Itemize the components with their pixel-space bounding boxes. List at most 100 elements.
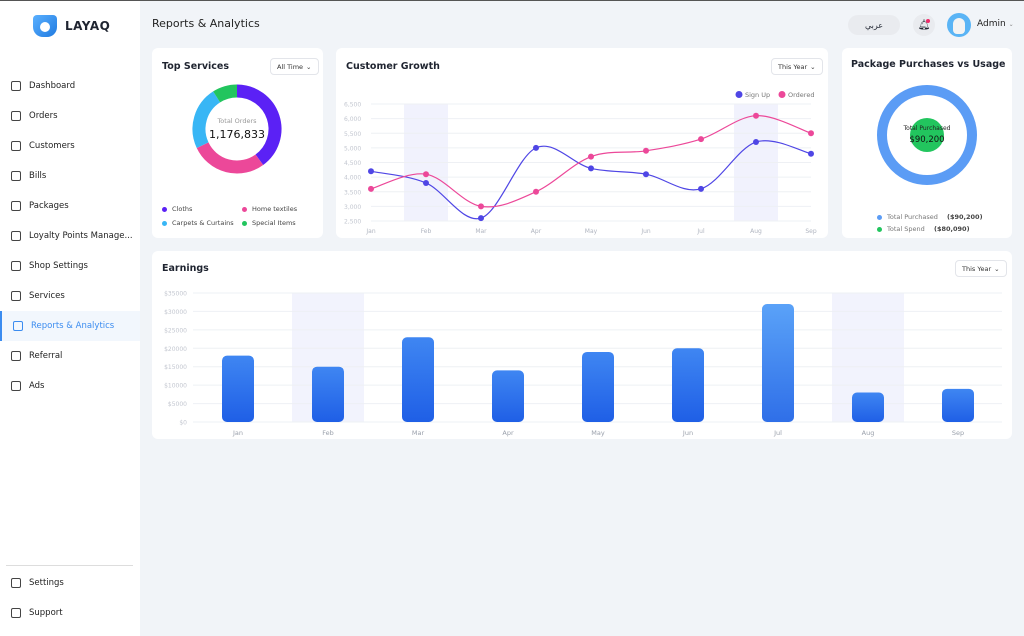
data-point[interactable] bbox=[368, 168, 374, 175]
sidebar-item-referral[interactable]: Referral bbox=[0, 341, 140, 371]
data-point[interactable] bbox=[753, 112, 759, 119]
x-tick-label: Apr bbox=[531, 228, 542, 235]
bar-aug[interactable] bbox=[852, 392, 884, 422]
data-point[interactable] bbox=[588, 153, 594, 160]
briefcase-icon bbox=[11, 291, 21, 301]
shop-icon bbox=[11, 261, 21, 271]
data-point[interactable] bbox=[533, 188, 539, 195]
earnings-filter[interactable]: This Year ⌄ bbox=[955, 260, 1007, 277]
filter-label: All Time bbox=[277, 62, 304, 71]
sidebar-item-customers[interactable]: Customers bbox=[0, 131, 140, 161]
top-services-card: Top Services All Time ⌄ Total Orders 1,17… bbox=[152, 48, 323, 238]
sidebar-item-settings[interactable]: Settings bbox=[6, 568, 133, 598]
card-title: Customer Growth bbox=[346, 61, 440, 72]
data-point[interactable] bbox=[808, 130, 814, 137]
sidebar-item-label: Packages bbox=[29, 201, 69, 211]
avatar[interactable] bbox=[947, 13, 971, 37]
language-toggle-button[interactable]: عربي bbox=[848, 15, 900, 35]
data-point[interactable] bbox=[533, 144, 539, 151]
card-title: Earnings bbox=[162, 263, 209, 274]
top-services-donut: Total Orders 1,176,833 bbox=[192, 84, 282, 174]
customer-growth-filter[interactable]: This Year ⌄ bbox=[771, 58, 823, 75]
logo[interactable]: LAYAQ bbox=[33, 15, 110, 37]
data-point[interactable] bbox=[478, 203, 484, 210]
sidebar-item-loyalty-points-manage[interactable]: Loyalty Points Manage... bbox=[0, 221, 140, 251]
brand-name: LAYAQ bbox=[65, 19, 111, 33]
legend-label: Cloths bbox=[172, 205, 193, 213]
bar-jun[interactable] bbox=[672, 348, 704, 422]
y-tick-label: $15000 bbox=[164, 364, 187, 371]
sidebar-item-dashboard[interactable]: Dashboard bbox=[0, 71, 140, 101]
data-point[interactable] bbox=[698, 185, 704, 192]
legend-label: Special Items bbox=[252, 219, 296, 227]
sidebar-item-bills[interactable]: Bills bbox=[0, 161, 140, 191]
legend-dot bbox=[735, 91, 743, 98]
data-point[interactable] bbox=[423, 179, 429, 186]
sidebar-item-orders[interactable]: Orders bbox=[0, 101, 140, 131]
legend-item: Carpets & Curtains bbox=[162, 219, 234, 227]
y-tick-label: 6,000 bbox=[344, 116, 361, 123]
sidebar-item-services[interactable]: Services bbox=[0, 281, 140, 311]
data-point[interactable] bbox=[478, 215, 484, 222]
card-title: Top Services bbox=[162, 61, 230, 72]
x-tick-label: Sep bbox=[952, 429, 964, 437]
legend-label: Ordered bbox=[788, 91, 814, 99]
sidebar-item-label: Customers bbox=[29, 141, 75, 151]
sidebar-item-packages[interactable]: Packages bbox=[0, 191, 140, 221]
sidebar-item-reports-analytics[interactable]: Reports & Analytics bbox=[0, 311, 140, 341]
megaphone-icon bbox=[11, 381, 21, 391]
y-tick-label: $30000 bbox=[164, 309, 187, 316]
spend-circle bbox=[910, 118, 944, 152]
y-tick-label: 2,500 bbox=[344, 219, 361, 226]
bar-apr[interactable] bbox=[492, 370, 524, 422]
donut-slice-special-items[interactable] bbox=[213, 84, 238, 103]
y-tick-label: $5000 bbox=[168, 401, 187, 408]
sidebar-item-ads[interactable]: Ads bbox=[0, 371, 140, 401]
data-point[interactable] bbox=[423, 171, 429, 178]
y-tick-label: $10000 bbox=[164, 383, 187, 390]
x-tick-label: Jun bbox=[682, 429, 693, 437]
sidebar-item-shop-settings[interactable]: Shop Settings bbox=[0, 251, 140, 281]
package-chart: Total Purchased $90,200 bbox=[877, 85, 977, 185]
headset-icon bbox=[11, 608, 21, 618]
x-tick-label: Sep bbox=[805, 228, 817, 235]
data-point[interactable] bbox=[643, 147, 649, 154]
user-menu[interactable]: Admin ⌄ bbox=[977, 19, 1014, 29]
data-point[interactable] bbox=[808, 150, 814, 157]
data-point[interactable] bbox=[368, 185, 374, 192]
bar-feb[interactable] bbox=[312, 366, 344, 422]
donut-center-value: 1,176,833 bbox=[209, 128, 265, 141]
data-point[interactable] bbox=[643, 171, 649, 178]
legend-value: ($80,090) bbox=[934, 225, 970, 233]
data-point[interactable] bbox=[753, 139, 759, 146]
customer-growth-chart: 2,500 3,000 3,500 4,000 4,500 5,000 5,500 6,000… bbox=[344, 91, 817, 235]
data-point[interactable] bbox=[698, 136, 704, 143]
notification-dot bbox=[926, 19, 930, 23]
donut-slice-home-textiles[interactable] bbox=[196, 142, 264, 174]
y-tick-label: 5,000 bbox=[344, 145, 361, 152]
customer-growth-card: Customer Growth This Year ⌄ 2,500 3,000 3,5… bbox=[336, 48, 828, 238]
bar-jul[interactable] bbox=[762, 304, 794, 422]
legend-total-purchased: Total Purchased ($90,200) bbox=[877, 213, 983, 221]
data-point[interactable] bbox=[588, 165, 594, 172]
sidebar-item-support[interactable]: Support bbox=[6, 598, 133, 628]
page-title: Reports & Analytics bbox=[152, 17, 260, 30]
x-tick-label: May bbox=[591, 429, 605, 437]
y-tick-label: $35000 bbox=[164, 291, 187, 298]
bar-mar[interactable] bbox=[402, 337, 434, 422]
sidebar-item-label: Referral bbox=[29, 351, 63, 361]
id-card-icon bbox=[11, 141, 21, 151]
x-tick-label: Jul bbox=[773, 429, 782, 437]
top-services-filter[interactable]: All Time ⌄ bbox=[270, 58, 319, 75]
bar-jan[interactable] bbox=[222, 355, 254, 422]
donut-slice-cloths[interactable] bbox=[236, 84, 282, 165]
x-tick-label: Aug bbox=[750, 228, 762, 235]
bar-sep[interactable] bbox=[942, 388, 974, 422]
user-name: Admin bbox=[977, 19, 1006, 29]
sidebar-item-label: Orders bbox=[29, 111, 58, 121]
notifications-button[interactable]: 🔔︎ bbox=[913, 14, 935, 36]
bar-may[interactable] bbox=[582, 351, 614, 422]
x-tick-label: Apr bbox=[502, 429, 514, 437]
donut-slice-carpets-curtains[interactable] bbox=[192, 91, 221, 148]
referral-icon bbox=[11, 351, 21, 361]
